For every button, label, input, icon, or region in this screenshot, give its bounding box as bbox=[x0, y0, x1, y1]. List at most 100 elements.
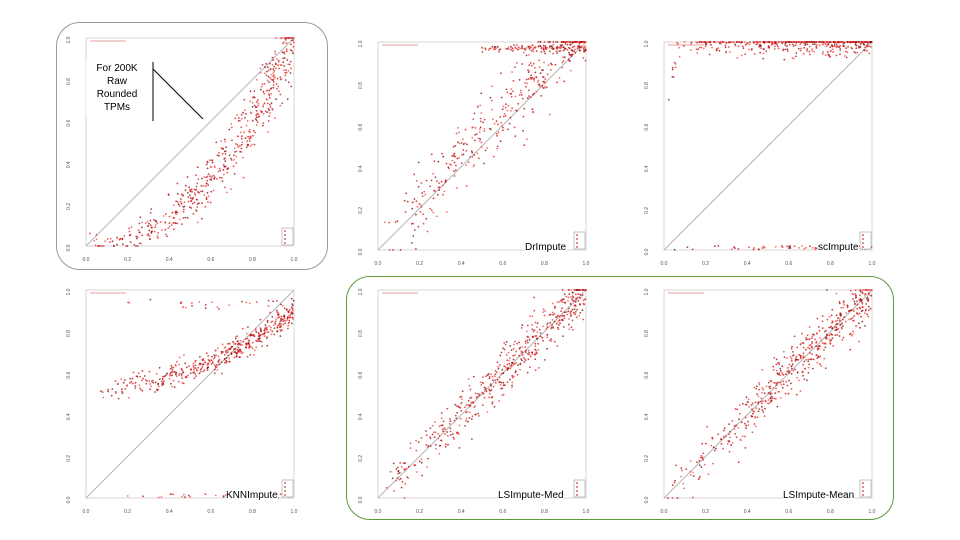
scatter-point bbox=[828, 338, 831, 341]
scatter-point bbox=[494, 381, 497, 384]
scatter-point bbox=[567, 299, 569, 302]
scatter-point bbox=[558, 77, 561, 79]
scatter-point bbox=[447, 434, 449, 437]
scatter-point bbox=[745, 42, 748, 44]
scatter-point bbox=[701, 442, 704, 445]
y-tick-label: 0.8 bbox=[644, 82, 650, 89]
scatter-point bbox=[157, 236, 159, 239]
scatter-point bbox=[553, 47, 555, 50]
scatter-point bbox=[211, 301, 214, 303]
scatter-point bbox=[290, 306, 293, 309]
scatter-point bbox=[748, 405, 751, 408]
scatter-point bbox=[388, 221, 391, 224]
scatter-point bbox=[534, 46, 537, 48]
scatter-point bbox=[531, 351, 533, 354]
scatter-point bbox=[574, 311, 577, 313]
scatter-point bbox=[483, 396, 486, 399]
scatter-point bbox=[502, 347, 504, 350]
scatter-point bbox=[752, 248, 755, 251]
scatter-point bbox=[215, 141, 218, 144]
scatter-point bbox=[251, 341, 254, 344]
scatter-point bbox=[214, 364, 216, 366]
scatter-point bbox=[737, 45, 740, 48]
scatter-point bbox=[868, 309, 870, 312]
scatter-point bbox=[104, 240, 107, 243]
scatter-point bbox=[245, 146, 248, 148]
scatter-point bbox=[228, 360, 231, 363]
scatter-point bbox=[867, 45, 870, 48]
scatter-point bbox=[189, 206, 191, 208]
scatter-point bbox=[806, 43, 809, 46]
scatter-point bbox=[281, 102, 284, 104]
scatter-point bbox=[230, 157, 232, 160]
scatter-point bbox=[260, 111, 263, 114]
scatter-point bbox=[167, 227, 170, 230]
scatter-point bbox=[272, 72, 275, 74]
scatter-point bbox=[839, 319, 841, 322]
scatter-point bbox=[178, 372, 181, 375]
scatter-point bbox=[733, 428, 736, 430]
scatter-point bbox=[772, 365, 775, 368]
scatter-point bbox=[449, 430, 452, 433]
scatter-point bbox=[518, 79, 521, 81]
scatter-point bbox=[542, 339, 544, 342]
scatter-point bbox=[517, 46, 520, 49]
scatter-point bbox=[813, 41, 816, 43]
scatter-point bbox=[182, 217, 185, 219]
scatter-point bbox=[265, 62, 267, 65]
scatter-point bbox=[454, 155, 457, 158]
scatter-point bbox=[209, 165, 212, 168]
scatter-point bbox=[534, 71, 537, 74]
scatter-point bbox=[206, 191, 209, 194]
scatter-point bbox=[521, 46, 523, 49]
scatter-point bbox=[493, 48, 495, 51]
scatter-point bbox=[277, 90, 280, 93]
scatter-point bbox=[255, 124, 258, 127]
scatter-point bbox=[556, 81, 558, 84]
scatter-point bbox=[725, 42, 728, 44]
x-tick-label: 0.4 bbox=[166, 509, 173, 515]
scatter-point bbox=[505, 354, 508, 356]
scatter-point bbox=[409, 442, 412, 445]
scatter-point bbox=[854, 294, 857, 296]
scatter-point bbox=[505, 341, 508, 343]
scatter-point bbox=[149, 388, 151, 390]
scatter-point bbox=[429, 207, 432, 210]
scatter-point bbox=[857, 45, 860, 48]
scatter-point bbox=[532, 48, 535, 50]
scatter-point bbox=[213, 354, 216, 356]
scatter-point bbox=[754, 415, 757, 418]
scatter-point bbox=[561, 46, 563, 48]
scatter-point bbox=[809, 343, 812, 346]
plot-frame bbox=[377, 41, 587, 251]
scatter-point bbox=[751, 408, 753, 411]
scatter-point bbox=[204, 361, 207, 364]
y-tick-label: 1.0 bbox=[644, 288, 650, 295]
scatter-point bbox=[502, 115, 505, 118]
scatter-point bbox=[422, 222, 425, 225]
scatter-panel-drimpute: 0.0 0.0 0.2 0.2 0.4 0.4 0.6 0.6 0.8 0.8 1.0 1.0 DrI… bbox=[352, 34, 597, 274]
scatter-point bbox=[227, 354, 230, 357]
x-tick-label: 0.8 bbox=[827, 509, 834, 515]
scatter-point bbox=[269, 112, 271, 114]
scatter-point bbox=[870, 294, 873, 297]
legend-box bbox=[573, 231, 586, 250]
scatter-point bbox=[160, 496, 163, 498]
scatter-point bbox=[775, 387, 777, 390]
scatter-point bbox=[271, 330, 274, 333]
scatter-point bbox=[708, 41, 710, 43]
scatter-point bbox=[142, 377, 145, 380]
scatter-point bbox=[856, 300, 858, 303]
scatter-point bbox=[802, 352, 805, 355]
scatter-point bbox=[728, 433, 730, 436]
scatter-point bbox=[745, 427, 747, 429]
scatter-point bbox=[715, 48, 718, 51]
scatter-point bbox=[484, 47, 487, 50]
scatter-point bbox=[822, 43, 824, 46]
scatter-point bbox=[496, 147, 498, 150]
scatter-point bbox=[790, 357, 793, 360]
scatter-point bbox=[446, 443, 449, 446]
scatter-point bbox=[798, 41, 801, 43]
scatter-point bbox=[737, 41, 739, 43]
scatter-point bbox=[291, 308, 294, 311]
